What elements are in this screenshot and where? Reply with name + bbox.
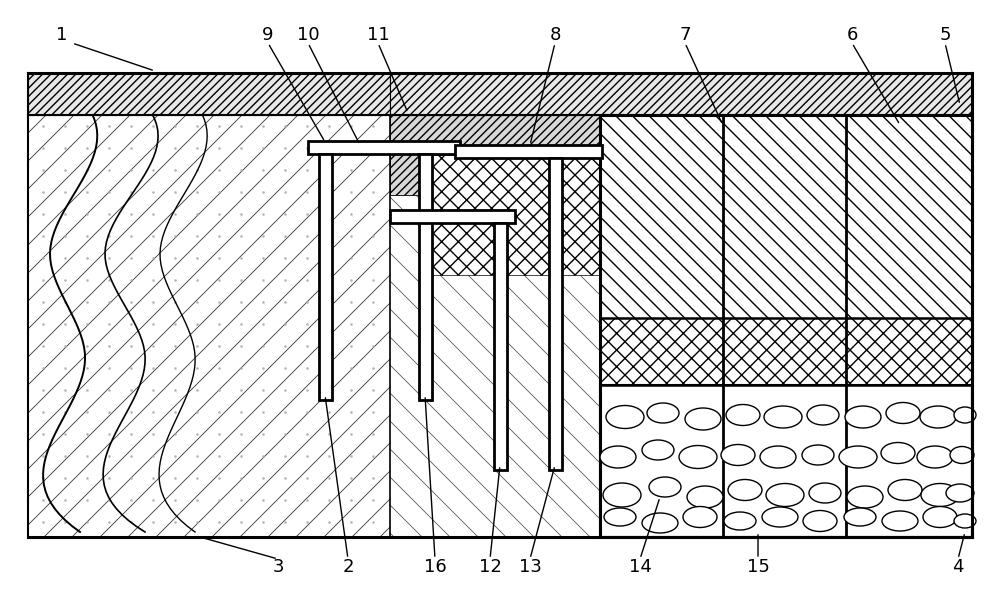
Text: 2: 2 (342, 558, 354, 576)
Bar (600, 385, 972, 537)
Ellipse shape (845, 406, 881, 428)
Ellipse shape (917, 446, 953, 468)
Ellipse shape (803, 511, 837, 532)
Ellipse shape (802, 445, 834, 465)
Ellipse shape (766, 483, 804, 506)
Bar (308, 141, 460, 154)
Bar (390, 115, 620, 537)
Bar (846, 115, 972, 318)
Text: 3: 3 (272, 558, 284, 576)
Ellipse shape (726, 405, 760, 425)
Ellipse shape (809, 483, 841, 503)
Ellipse shape (844, 508, 876, 526)
Ellipse shape (807, 405, 839, 425)
Bar (600, 115, 723, 318)
Ellipse shape (881, 442, 915, 463)
Text: 12: 12 (479, 558, 501, 576)
Bar (390, 73, 972, 115)
Ellipse shape (685, 408, 721, 430)
Text: 6: 6 (846, 26, 858, 44)
Ellipse shape (760, 446, 796, 468)
Bar (319, 154, 332, 400)
Bar (28, 73, 390, 115)
Ellipse shape (954, 407, 976, 423)
Bar (549, 158, 562, 470)
Ellipse shape (606, 405, 644, 428)
Ellipse shape (728, 480, 762, 500)
Bar (419, 154, 432, 400)
Ellipse shape (954, 514, 976, 528)
Text: 4: 4 (952, 558, 964, 576)
Bar (28, 73, 390, 537)
Ellipse shape (649, 477, 681, 497)
Bar (390, 210, 515, 223)
Ellipse shape (683, 506, 717, 528)
Ellipse shape (886, 402, 920, 424)
Ellipse shape (600, 446, 636, 468)
Text: 16: 16 (424, 558, 446, 576)
Ellipse shape (920, 406, 956, 428)
Bar (420, 155, 600, 275)
Ellipse shape (888, 480, 922, 500)
Bar (723, 318, 846, 537)
Bar (600, 318, 723, 537)
Ellipse shape (721, 445, 755, 465)
Bar (723, 115, 846, 318)
Ellipse shape (762, 507, 798, 527)
Ellipse shape (764, 406, 802, 428)
Text: 14: 14 (629, 558, 651, 576)
Bar (600, 115, 972, 537)
Ellipse shape (923, 506, 957, 528)
Text: 8: 8 (549, 26, 561, 44)
Text: 5: 5 (939, 26, 951, 44)
Ellipse shape (647, 403, 679, 423)
Ellipse shape (946, 484, 974, 502)
Text: 7: 7 (679, 26, 691, 44)
Text: 11: 11 (367, 26, 389, 44)
Ellipse shape (847, 486, 883, 508)
Ellipse shape (687, 486, 723, 508)
Ellipse shape (603, 483, 641, 507)
Bar (494, 223, 507, 470)
Text: 10: 10 (297, 26, 319, 44)
Ellipse shape (921, 483, 959, 506)
Bar (390, 115, 600, 195)
Ellipse shape (950, 446, 974, 463)
Ellipse shape (882, 511, 918, 531)
Text: 1: 1 (56, 26, 68, 44)
Ellipse shape (724, 512, 756, 530)
Bar (846, 318, 972, 537)
Text: 9: 9 (262, 26, 274, 44)
Ellipse shape (604, 508, 636, 526)
Ellipse shape (679, 445, 717, 468)
Ellipse shape (839, 446, 877, 468)
Text: 15: 15 (747, 558, 769, 576)
Ellipse shape (642, 440, 674, 460)
Bar (455, 145, 602, 158)
Text: 13: 13 (519, 558, 541, 576)
Ellipse shape (642, 513, 678, 533)
